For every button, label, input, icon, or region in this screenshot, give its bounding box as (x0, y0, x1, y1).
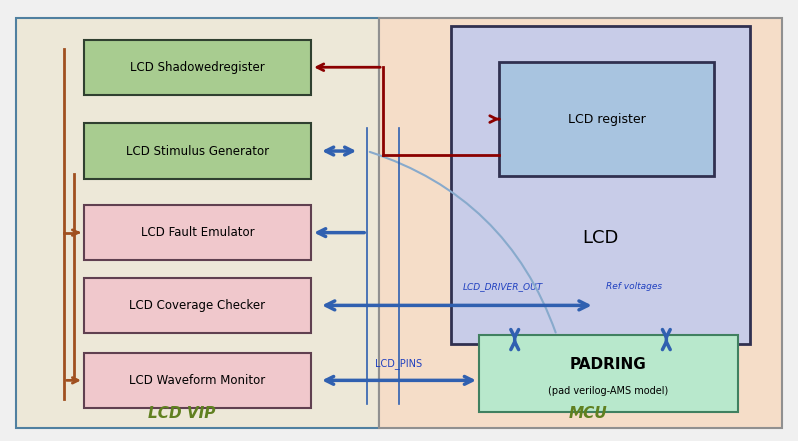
Bar (16, 18, 379, 428)
Text: (pad verilog-AMS model): (pad verilog-AMS model) (548, 386, 669, 396)
Text: LCD VIP: LCD VIP (148, 406, 215, 421)
Text: LCD register: LCD register (567, 112, 646, 126)
Text: Ref voltages: Ref voltages (606, 282, 662, 291)
Text: MCU: MCU (569, 406, 608, 421)
Text: LCD Fault Emulator: LCD Fault Emulator (140, 226, 255, 239)
Bar (451, 26, 750, 344)
Text: LCD Shadowedregister: LCD Shadowedregister (130, 61, 265, 74)
Text: LCD Coverage Checker: LCD Coverage Checker (129, 299, 266, 312)
Text: LCD Waveform Monitor: LCD Waveform Monitor (129, 374, 266, 387)
Text: LCD Stimulus Generator: LCD Stimulus Generator (126, 145, 269, 157)
Bar (84, 123, 311, 179)
Text: LCD_DRIVER_OUT: LCD_DRIVER_OUT (463, 282, 543, 291)
Bar (499, 62, 714, 176)
Bar (479, 335, 738, 412)
Bar (84, 40, 311, 95)
Text: PADRING: PADRING (570, 357, 647, 372)
Bar (84, 205, 311, 260)
Bar (84, 353, 311, 408)
Bar (84, 278, 311, 333)
Text: LCD_PINS: LCD_PINS (375, 359, 423, 369)
Bar (379, 18, 782, 428)
Text: LCD: LCD (583, 229, 618, 247)
